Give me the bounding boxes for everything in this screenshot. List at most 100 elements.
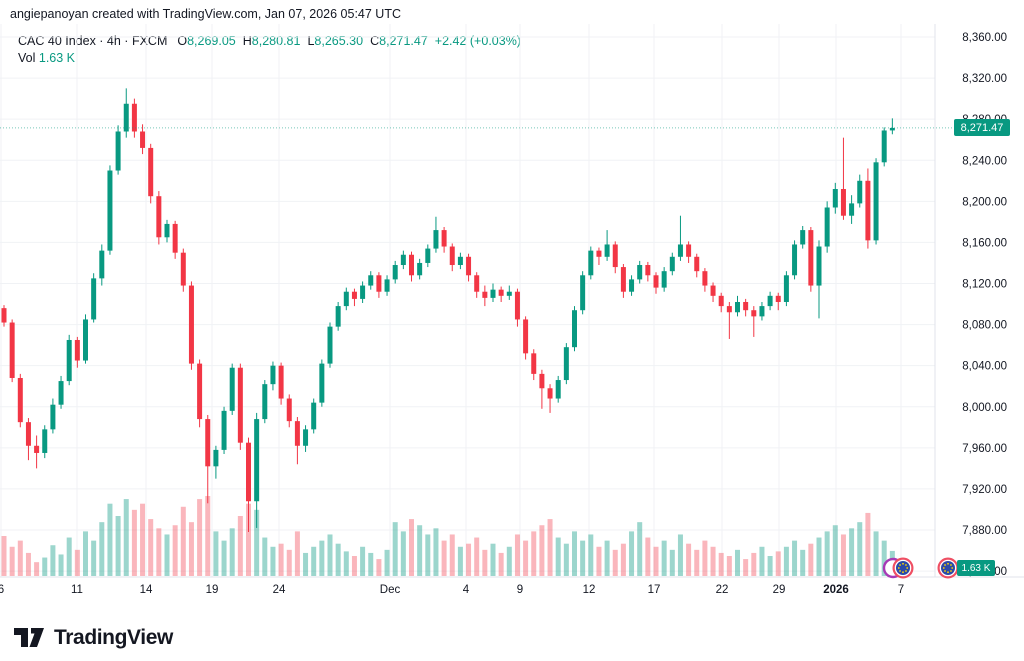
volume-bar (254, 509, 260, 576)
volume-bar (197, 499, 203, 576)
volume-bar (83, 531, 88, 576)
eu-flag-star (950, 570, 952, 572)
candle-body (596, 250, 602, 257)
tradingview-logo[interactable]: TradingView (14, 625, 173, 651)
volume-bar (449, 534, 455, 576)
candle-body (417, 262, 423, 276)
volume-bar (620, 543, 626, 576)
price-axis-label[interactable]: 8,040.00 (962, 361, 1007, 373)
last-price-badge: 8,271.47 (954, 119, 1010, 136)
volume-bar (205, 496, 211, 576)
price-axis-label[interactable]: 8,160.00 (962, 237, 1007, 249)
volume-bar (873, 531, 879, 576)
eu-flag-star (942, 567, 945, 569)
eu-flag-star (899, 570, 901, 572)
candle-body (653, 275, 659, 288)
candle-body (506, 291, 512, 296)
volume-bar (857, 522, 863, 576)
volume-bar (156, 528, 162, 576)
vol-label: Vol (18, 51, 36, 65)
time-axis-label[interactable]: 17 (648, 584, 661, 596)
candle-body (735, 301, 740, 313)
volume-bar (498, 552, 504, 576)
candle-body (1, 308, 7, 323)
candle-body (857, 180, 863, 204)
volume-bar (246, 503, 251, 576)
candle-body (572, 310, 577, 348)
price-axis-label[interactable]: 8,320.00 (962, 73, 1007, 85)
eu-flag-star (902, 562, 904, 565)
candle-body (58, 381, 64, 405)
price-axis-label[interactable]: 7,880.00 (962, 525, 1007, 537)
volume-bar (25, 552, 31, 576)
eu-flag-star (906, 567, 909, 569)
candle-body (751, 310, 757, 317)
candle-body (246, 442, 251, 502)
price-axis-label[interactable]: 8,240.00 (962, 155, 1007, 167)
volume-bar (531, 531, 537, 576)
volume-bar (474, 537, 480, 576)
time-axis-label[interactable]: 22 (716, 584, 729, 596)
price-axis-label[interactable]: 7,960.00 (962, 443, 1007, 455)
candle-body (555, 380, 561, 399)
volume-bar (490, 543, 496, 576)
volume-bar (645, 537, 651, 576)
volume-bar (547, 519, 553, 576)
eu-flag-star (951, 567, 954, 569)
candle-body (466, 256, 472, 276)
time-axis-label[interactable]: Dec (380, 584, 401, 596)
volume-bar (270, 546, 276, 576)
time-axis-label[interactable]: 29 (773, 584, 786, 596)
volume-bar (816, 537, 822, 576)
eu-flag-star (950, 564, 952, 566)
volume-bar (669, 549, 675, 576)
candle-body (425, 248, 431, 263)
time-axis-label[interactable]: 12 (583, 584, 596, 596)
candle-body (694, 256, 700, 272)
price-axis-label[interactable]: 8,120.00 (962, 279, 1007, 291)
eu-flag-star (902, 571, 904, 574)
volume-bar (392, 522, 398, 576)
volume-bar (677, 534, 683, 576)
time-axis-label[interactable]: 4 (463, 584, 470, 596)
volume-bar (278, 543, 284, 576)
time-axis-label[interactable]: 19 (206, 584, 219, 596)
price-axis-label[interactable]: 8,000.00 (962, 402, 1007, 414)
volume-bar (612, 549, 618, 576)
volume-bar (148, 519, 154, 576)
volume-bar (783, 546, 789, 576)
volume-bar (637, 522, 643, 576)
price-axis-label[interactable]: 7,920.00 (962, 484, 1007, 496)
time-axis-label[interactable]: 24 (273, 584, 286, 596)
volume-bar (360, 546, 366, 576)
candle-body (620, 267, 626, 292)
volume-bar (775, 551, 781, 576)
time-axis-label[interactable]: 9 (517, 584, 523, 596)
volume-bar (34, 562, 40, 576)
price-axis-label[interactable]: 8,080.00 (962, 320, 1007, 332)
candle-body (294, 421, 300, 446)
volume-bar (555, 537, 561, 576)
time-axis-label[interactable]: 14 (140, 584, 153, 596)
time-axis-label[interactable]: 7 (898, 584, 904, 596)
time-axis-label[interactable]: 6 (0, 584, 4, 596)
volume-bar (229, 528, 235, 576)
candle-body (25, 422, 31, 446)
candle-body (661, 271, 667, 288)
price-axis-label[interactable]: 8,360.00 (962, 32, 1007, 44)
eu-flag-star (897, 567, 900, 569)
candle-body (767, 295, 773, 307)
candle-body (311, 402, 317, 430)
volume-bar (865, 512, 871, 576)
candle-body (604, 244, 610, 257)
candle-body (237, 367, 243, 443)
time-axis-label[interactable]: 2026 (823, 584, 849, 596)
candle-body (254, 419, 260, 502)
volume-bar (457, 546, 463, 576)
time-axis-label[interactable]: 11 (71, 584, 83, 596)
candle-body (514, 291, 520, 320)
candle-body (156, 196, 162, 238)
price-axis-label[interactable]: 8,200.00 (962, 196, 1007, 208)
candle-body (775, 295, 781, 302)
